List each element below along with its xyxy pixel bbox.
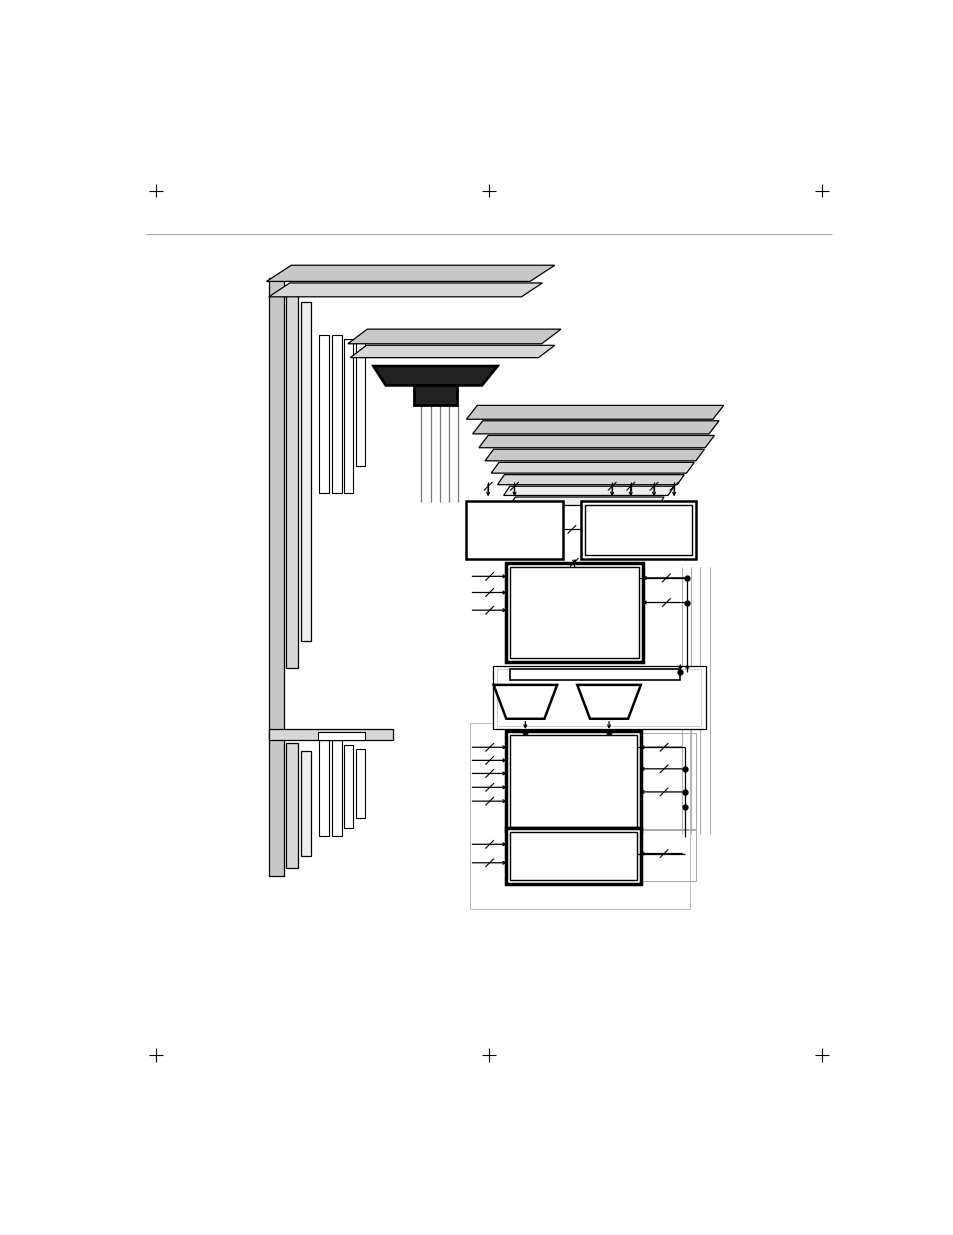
Bar <box>318 732 365 740</box>
Bar <box>319 336 329 493</box>
Bar <box>466 501 562 558</box>
Bar <box>414 385 456 405</box>
Polygon shape <box>497 474 683 484</box>
Polygon shape <box>484 450 703 461</box>
Polygon shape <box>269 283 542 296</box>
Bar <box>584 505 691 555</box>
Bar <box>580 501 695 558</box>
Polygon shape <box>478 436 714 448</box>
Bar <box>269 278 283 737</box>
Bar <box>509 567 639 658</box>
Polygon shape <box>373 366 497 385</box>
Bar <box>638 734 695 829</box>
Polygon shape <box>503 487 674 495</box>
Bar <box>332 740 341 836</box>
Bar <box>319 740 329 836</box>
Bar <box>300 751 311 856</box>
Bar <box>505 731 640 831</box>
Bar <box>509 832 637 879</box>
Polygon shape <box>266 266 555 282</box>
Polygon shape <box>491 462 694 473</box>
Bar <box>355 748 365 818</box>
Bar <box>286 290 298 668</box>
Bar <box>286 743 298 868</box>
Bar <box>638 830 695 882</box>
Polygon shape <box>472 421 719 433</box>
Polygon shape <box>493 685 557 719</box>
Bar <box>300 303 311 641</box>
Bar <box>344 745 353 829</box>
Bar <box>505 563 642 662</box>
Bar <box>332 336 341 493</box>
Bar <box>493 666 705 729</box>
Bar <box>269 735 283 876</box>
Bar <box>355 343 365 466</box>
Polygon shape <box>348 330 560 343</box>
Polygon shape <box>466 405 723 419</box>
Bar <box>469 722 689 909</box>
Bar <box>509 735 637 827</box>
Bar <box>269 729 393 740</box>
Polygon shape <box>577 685 640 719</box>
Bar <box>509 668 679 679</box>
Bar <box>505 829 640 883</box>
Polygon shape <box>350 346 555 358</box>
Bar <box>497 668 700 726</box>
Bar <box>344 340 353 493</box>
Polygon shape <box>509 496 663 505</box>
